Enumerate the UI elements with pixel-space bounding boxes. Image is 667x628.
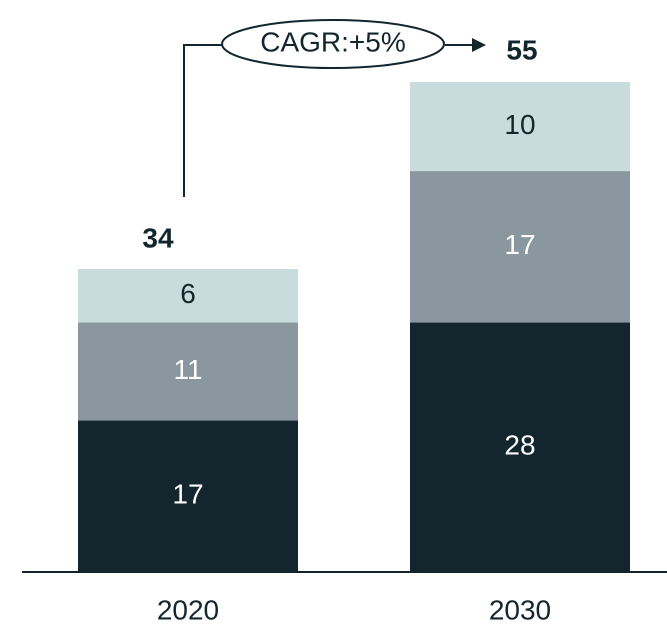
- segment-label: 11: [173, 354, 202, 385]
- bar-segment: [78, 322, 298, 421]
- bar-segment: [410, 322, 630, 572]
- segment-label: 10: [504, 109, 535, 140]
- bar-segment: [410, 171, 630, 323]
- x-tick-label: 2020: [157, 594, 219, 625]
- cagr-bubble: [221, 19, 445, 69]
- total-label: 55: [506, 34, 537, 65]
- segment-label: 28: [504, 430, 535, 461]
- segment-label: 17: [172, 479, 203, 510]
- cagr-connector: [183, 44, 222, 197]
- bar-segment: [78, 269, 298, 323]
- cagr-arrowhead: [472, 38, 486, 52]
- bar-segment: [78, 420, 298, 572]
- cagr-label: CAGR:+5%: [260, 26, 406, 57]
- segment-label: 6: [180, 278, 196, 309]
- segment-label: 17: [504, 229, 535, 260]
- bar-segment: [410, 82, 630, 172]
- total-label: 34: [142, 222, 174, 253]
- x-tick-label: 2030: [489, 594, 551, 625]
